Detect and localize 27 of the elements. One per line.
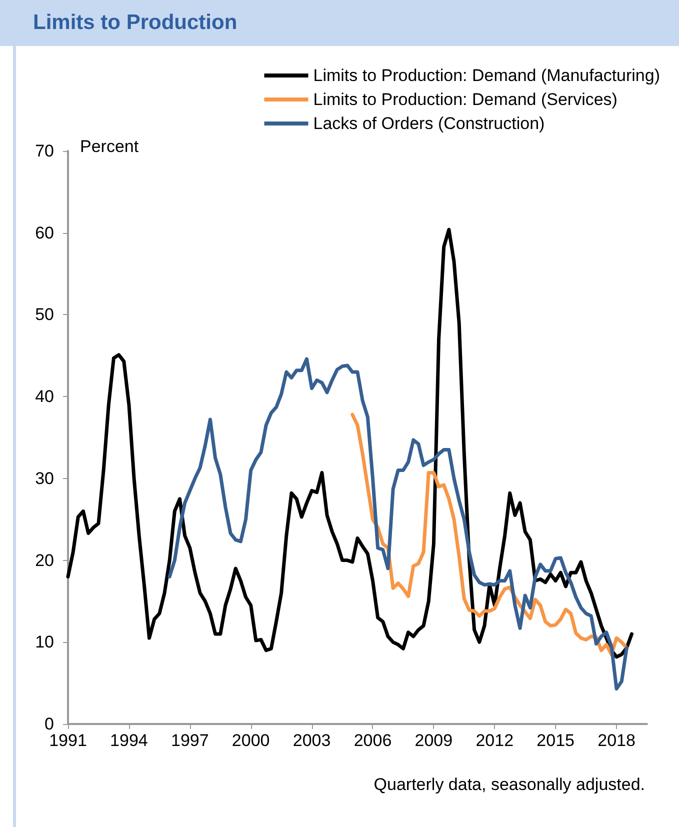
x-tick-label: 2003	[292, 731, 331, 750]
y-tick-label: 40	[35, 387, 54, 406]
chart-title: Limits to Production	[0, 0, 679, 46]
y-axis-title: Percent	[80, 137, 139, 156]
x-tick-label: 1991	[49, 731, 87, 750]
x-tick-label: 2015	[536, 731, 574, 750]
y-tick-label: 30	[35, 468, 54, 488]
x-tick-label: 2006	[354, 731, 392, 750]
y-tick-label: 50	[35, 305, 54, 324]
legend-label: Limits to Production: Demand (Manufacturing)	[313, 66, 660, 85]
x-tick-label: 2018	[598, 731, 636, 750]
line-series	[168, 357, 628, 691]
x-tick-label: 1997	[170, 731, 209, 750]
legend-label: Limits to Production: Demand (Services)	[313, 90, 618, 109]
y-tick-label: 60	[35, 223, 54, 242]
x-tick-label: 2009	[414, 731, 453, 750]
legend-label: Lacks of Orders (Construction)	[313, 114, 545, 133]
y-tick-label: 10	[35, 632, 54, 652]
y-tick-label: 20	[35, 550, 54, 570]
y-tick-label: 70	[35, 142, 54, 160]
text: Quarterly data, seasonally adjusted.	[374, 775, 646, 794]
x-tick-label: 1994	[110, 731, 148, 750]
x-tick-label: 2012	[476, 731, 514, 750]
line-series	[66, 228, 634, 659]
x-tick-label: 2000	[232, 731, 270, 750]
y-tick-label: 0	[44, 714, 54, 734]
line-series	[350, 412, 628, 656]
